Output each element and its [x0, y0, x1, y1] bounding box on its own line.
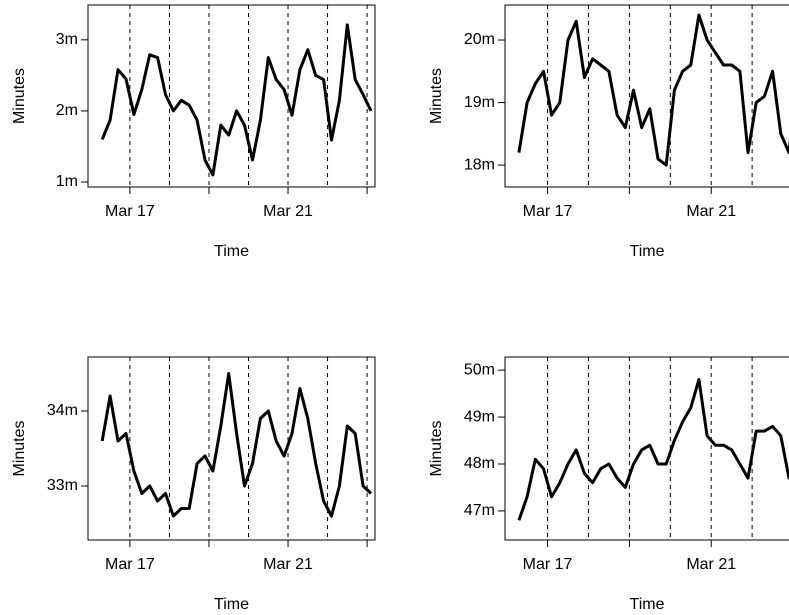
plot-frame	[504, 4, 789, 188]
plot-frame	[87, 4, 376, 188]
y-tick-label: 50m	[464, 361, 495, 378]
panel: 18m 19m 20m Mar 17 Mar 21 Time Minutes	[428, 4, 789, 260]
y-tick-label: 2m	[56, 102, 78, 119]
panel: 1m 2m 3m Mar 17 Mar 21 Time Minutes	[11, 4, 376, 260]
x-tick-label: Mar 21	[686, 203, 736, 220]
x-axis-label: Time	[214, 243, 249, 260]
y-tick-label: 19m	[464, 94, 495, 111]
x-axis-label: Time	[630, 243, 665, 260]
x-tick-label: Mar 21	[263, 203, 313, 220]
x-axis-label: Time	[214, 596, 249, 613]
y-tick-label: 20m	[464, 31, 495, 48]
y-tick-label: 33m	[47, 477, 78, 494]
data-line	[100, 23, 373, 177]
data-line	[517, 378, 789, 521]
y-axis-label: Minutes	[428, 68, 445, 124]
y-axis-label: Minutes	[11, 420, 28, 476]
data-line	[100, 372, 373, 518]
y-tick-label: 1m	[56, 173, 78, 190]
plot-frame	[87, 356, 376, 541]
panel: 33m 34m Mar 17 Mar 21 Time Minutes	[11, 356, 376, 613]
y-tick-label: 49m	[464, 408, 495, 425]
x-tick-label: Mar 17	[105, 556, 155, 573]
x-tick-label: Mar 21	[686, 556, 736, 573]
y-axis-label: Minutes	[11, 68, 28, 124]
x-axis-label: Time	[630, 596, 665, 613]
panel: 47m 48m 49m 50m Mar 17 Mar 21 Time Minutes	[428, 356, 789, 613]
x-tick-label: Mar 17	[523, 203, 573, 220]
plot-frame	[504, 356, 789, 541]
y-tick-label: 47m	[464, 502, 495, 519]
x-tick-label: Mar 21	[263, 556, 313, 573]
y-tick-label: 34m	[47, 402, 78, 419]
y-tick-label: 3m	[56, 31, 78, 48]
y-tick-label: 48m	[464, 455, 495, 472]
y-tick-label: 18m	[464, 156, 495, 173]
x-tick-label: Mar 17	[523, 556, 573, 573]
y-axis-label: Minutes	[428, 420, 445, 476]
data-line	[517, 13, 789, 167]
x-tick-label: Mar 17	[105, 203, 155, 220]
